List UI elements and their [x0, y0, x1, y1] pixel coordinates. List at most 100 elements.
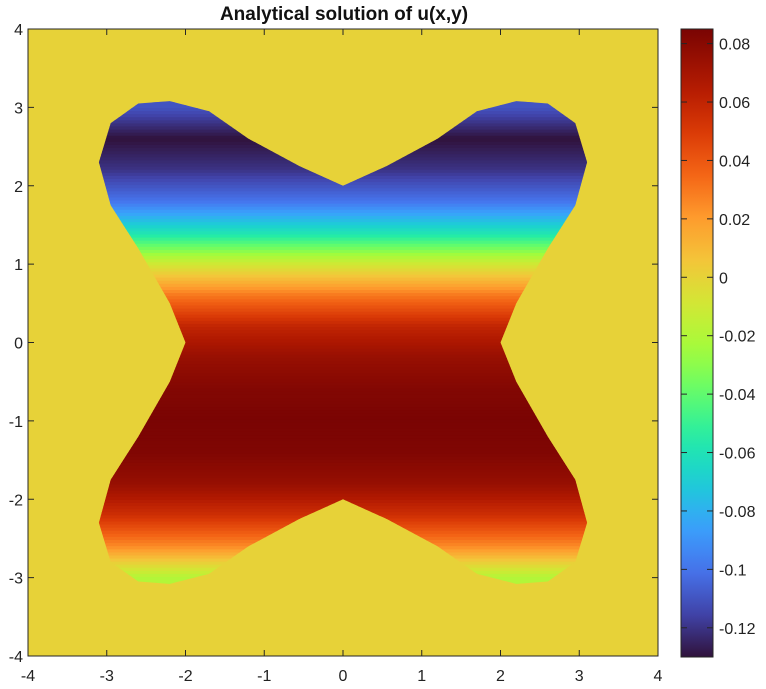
field-band	[98, 370, 588, 374]
field-band	[98, 268, 588, 273]
y-tick-label: 3	[14, 100, 23, 117]
field-band	[98, 265, 588, 270]
colorbar-tick-label: -0.02	[719, 329, 756, 346]
y-tick-label: -2	[9, 492, 23, 509]
field-band	[98, 262, 588, 266]
field-band	[98, 361, 588, 365]
field-band	[98, 357, 588, 362]
colorbar-tick-label: 0.02	[719, 212, 750, 229]
field-band	[98, 376, 588, 381]
y-tick-label: 0	[14, 336, 23, 353]
field-band	[98, 317, 588, 322]
y-tick-label: 2	[14, 179, 23, 196]
plot-area	[27, 28, 659, 657]
field-band	[98, 431, 588, 436]
field-band	[98, 419, 588, 424]
field-band	[98, 219, 588, 223]
field-band	[98, 296, 588, 300]
field-band	[98, 425, 588, 430]
y-tick-label: 1	[14, 257, 23, 274]
field-band	[98, 320, 588, 325]
field-band	[98, 212, 588, 217]
field-band	[98, 398, 588, 402]
field-band	[98, 259, 588, 263]
field-band	[98, 394, 588, 399]
field-band	[98, 364, 588, 368]
field-band	[98, 191, 588, 195]
field-band	[98, 283, 588, 288]
field-band	[98, 240, 588, 245]
field-band	[98, 453, 588, 458]
field-band	[98, 249, 588, 254]
field-band	[98, 407, 588, 411]
field-band	[98, 330, 588, 334]
field-band	[98, 462, 588, 467]
colorbar-tick-label: 0.08	[719, 37, 750, 54]
x-tick-label: -3	[100, 668, 114, 685]
field-band	[98, 413, 588, 418]
field-band	[98, 336, 588, 341]
field-band	[98, 231, 588, 236]
field-band	[98, 447, 588, 452]
field-band	[98, 206, 588, 211]
field-band	[98, 256, 588, 260]
field-band	[98, 435, 588, 439]
field-band	[98, 456, 588, 461]
field-band	[98, 237, 588, 242]
field-band	[98, 290, 588, 294]
x-tick-label: 0	[339, 668, 348, 685]
field-band	[98, 228, 588, 233]
field-band	[98, 194, 588, 199]
field-band	[98, 382, 588, 387]
x-tick-label: 1	[417, 668, 426, 685]
field-band	[98, 246, 588, 251]
field-band	[98, 253, 588, 257]
field-band	[98, 475, 588, 479]
colorbar-tick-label: -0.08	[719, 504, 756, 521]
field-band	[98, 323, 588, 328]
field-band	[98, 305, 588, 310]
field-band	[98, 197, 588, 202]
field-band	[98, 438, 588, 442]
field-band	[98, 215, 588, 220]
field-band	[98, 469, 588, 473]
field-band	[98, 225, 588, 229]
field-band	[98, 200, 588, 205]
field-band	[98, 484, 588, 489]
x-tick-label: -1	[257, 668, 271, 685]
field-band	[98, 203, 588, 208]
field-band	[98, 441, 588, 445]
field-band	[98, 333, 588, 337]
field-band	[98, 342, 588, 347]
field-band	[98, 373, 588, 378]
field-band	[98, 293, 588, 297]
field-band	[98, 314, 588, 319]
field-band	[98, 422, 588, 427]
field-band	[98, 209, 588, 214]
field-band	[98, 271, 588, 276]
colorbar-tick-label: -0.12	[719, 621, 756, 638]
field-band	[98, 188, 588, 192]
colorbar-tick-label: -0.04	[719, 387, 756, 404]
y-tick-label: -4	[9, 649, 23, 666]
x-axis: -4 -3 -2 -1 0 1 2 3 4	[21, 29, 663, 685]
colorbar-tick-label: 0	[719, 270, 728, 287]
y-tick-label: -3	[9, 571, 23, 588]
field-band	[98, 286, 588, 291]
field-band	[98, 311, 588, 316]
field-band	[98, 299, 588, 303]
field-band	[98, 351, 588, 356]
field-band	[98, 465, 588, 470]
colorbar: 0.08 0.06 0.04 0.02 0 -0.02 -0.04 -0.06 -0.08 -0.…	[680, 28, 756, 658]
field-band	[98, 444, 588, 449]
field-band	[98, 490, 588, 495]
field-band	[98, 472, 588, 476]
field-band	[98, 348, 588, 353]
y-tick-label: 4	[14, 22, 23, 39]
field-band	[98, 481, 588, 486]
y-tick-label: -1	[9, 414, 23, 431]
field-band	[98, 327, 588, 331]
field-band	[98, 391, 588, 396]
field-band	[98, 493, 588, 498]
